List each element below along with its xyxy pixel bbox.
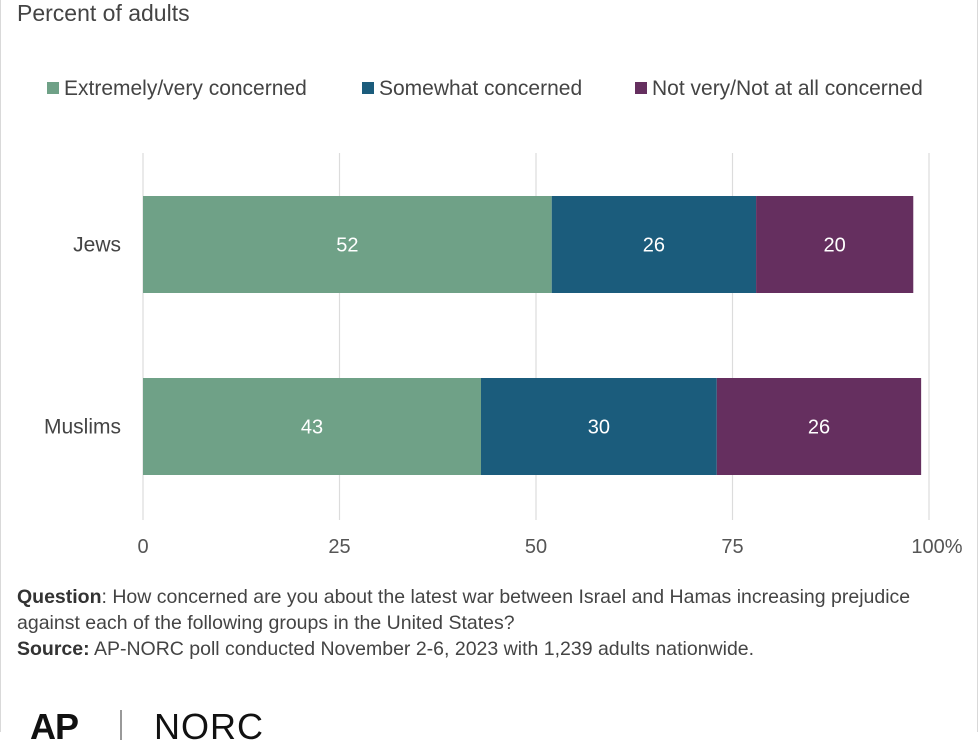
logo-divider <box>120 710 122 740</box>
category-labels: Jews Muslims <box>44 234 121 439</box>
legend: Extremely/very concerned Somewhat concern… <box>47 77 923 100</box>
category-label: Jews <box>73 234 121 257</box>
x-tick-labels: 0 25 50 75 100% <box>137 536 962 558</box>
x-tick-label: 75 <box>721 536 743 558</box>
bar-segment <box>480 378 717 475</box>
legend-swatch <box>362 82 374 94</box>
data-label: 30 <box>588 417 610 439</box>
stacked-bar-chart: Extremely/very concerned Somewhat concern… <box>44 77 963 558</box>
chart-notes: Question: How concerned are you about th… <box>17 584 957 662</box>
bar-segment <box>143 196 552 293</box>
bar-segment <box>143 378 481 475</box>
legend-label: Extremely/very concerned <box>64 77 307 100</box>
data-label: 43 <box>301 417 323 439</box>
x-tick-label: 0 <box>137 536 148 558</box>
legend-item: Not very/Not at all concerned <box>635 77 923 100</box>
question-note: Question: How concerned are you about th… <box>17 584 957 636</box>
question-label: Question <box>17 586 102 608</box>
bar-segment <box>716 378 922 475</box>
x-tick-label: 100% <box>911 536 962 558</box>
data-label: 26 <box>643 235 665 257</box>
x-tick-label: 50 <box>525 536 547 558</box>
source-note: Source: AP-NORC poll conducted November … <box>17 636 957 662</box>
legend-swatch <box>635 82 647 94</box>
legend-item: Extremely/very concerned <box>47 77 307 100</box>
source-text: AP-NORC poll conducted November 2-6, 202… <box>89 638 755 660</box>
question-text: : How concerned are you about the latest… <box>17 586 911 634</box>
legend-label: Not very/Not at all concerned <box>652 77 923 100</box>
norc-logo-text: NORC <box>154 706 264 740</box>
data-label: 26 <box>808 417 830 439</box>
legend-item: Somewhat concerned <box>362 77 582 100</box>
chart-subtitle: Percent of adults <box>17 0 190 26</box>
data-label: 52 <box>336 235 358 257</box>
category-label: Muslims <box>44 416 121 439</box>
x-tick-label: 25 <box>328 536 350 558</box>
data-label: 20 <box>824 235 846 257</box>
source-label: Source: <box>17 638 90 660</box>
bars: 52 26 20 43 30 26 <box>143 196 922 475</box>
bar-segment <box>551 196 757 293</box>
legend-label: Somewhat concerned <box>379 77 582 100</box>
legend-swatch <box>47 82 59 94</box>
ap-norc-logo: AP NORC <box>22 700 342 740</box>
bar-segment <box>756 196 914 293</box>
ap-logo-text: AP <box>30 706 79 740</box>
